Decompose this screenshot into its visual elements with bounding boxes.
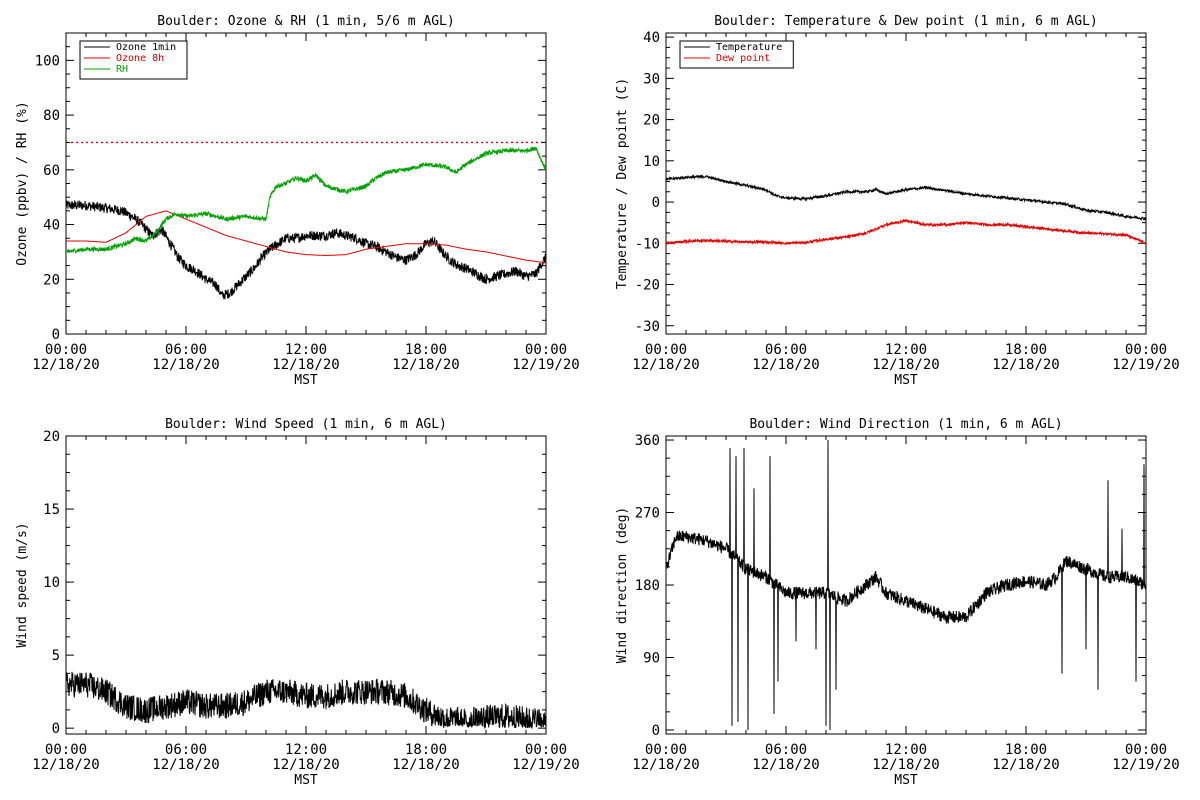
x-tick-label-date: 12/18/20	[632, 757, 699, 773]
y-axis-label: Wind direction (deg)	[615, 507, 630, 664]
y-tick-label: 20	[643, 113, 660, 129]
chart-title: Boulder: Wind Speed (1 min, 6 m AGL)	[165, 417, 447, 432]
chart-panel-4: Boulder: Wind Direction (1 min, 6 m AGL)…	[615, 417, 1180, 788]
y-axis-label: Wind speed (m/s)	[15, 522, 30, 647]
legend-label: Ozone 1min	[116, 42, 176, 53]
y-axis-label: Ozone (ppbv) / RH (%)	[15, 101, 30, 265]
y-tick-label: 60	[43, 163, 60, 179]
x-tick-label-time: 06:00	[165, 742, 207, 758]
series-line-2	[666, 218, 1146, 247]
x-tick-label-date: 12/18/20	[272, 757, 339, 773]
x-tick-label-time: 00:00	[45, 342, 87, 358]
x-tick-label-date: 12/18/20	[752, 357, 819, 373]
y-tick-label: -20	[635, 278, 660, 294]
y-tick-label: 10	[43, 575, 60, 591]
series-line-3	[66, 146, 546, 254]
legend-label: Temperature	[716, 42, 782, 53]
x-tick-label-time: 00:00	[645, 342, 687, 358]
legend-label: Dew point	[716, 53, 770, 64]
x-tick-label-time: 00:00	[525, 742, 567, 758]
y-tick-label: 5	[52, 648, 60, 664]
y-tick-label: 40	[43, 218, 60, 234]
legend-label: RH	[116, 64, 128, 75]
y-axis-label: Temperature / Dew point (C)	[615, 78, 630, 289]
series-line-2	[66, 210, 546, 264]
y-tick-label: 270	[635, 506, 660, 522]
x-tick-label-time: 00:00	[645, 742, 687, 758]
series-line-1	[666, 439, 1146, 731]
x-tick-label-time: 18:00	[1005, 342, 1047, 358]
x-tick-label-time: 18:00	[1005, 742, 1047, 758]
x-tick-label-date: 12/19/20	[1112, 357, 1179, 373]
x-tick-label-time: 06:00	[765, 342, 807, 358]
x-tick-label-date: 12/18/20	[632, 357, 699, 373]
x-tick-label-date: 12/19/20	[1112, 757, 1179, 773]
y-tick-label: 0	[52, 327, 60, 343]
y-tick-label: -10	[635, 236, 660, 252]
x-tick-label-time: 00:00	[1125, 342, 1167, 358]
x-tick-label-time: 12:00	[885, 342, 927, 358]
y-tick-label: 360	[635, 433, 660, 449]
y-tick-label: 0	[652, 195, 660, 211]
x-axis-label: MST	[894, 373, 918, 388]
x-tick-label-time: 18:00	[405, 342, 447, 358]
y-tick-label: 0	[652, 723, 660, 739]
x-tick-label-time: 06:00	[165, 342, 207, 358]
y-tick-label: 40	[643, 30, 660, 46]
x-tick-label-time: 06:00	[765, 742, 807, 758]
x-axis-label: MST	[294, 373, 318, 388]
x-tick-label-date: 12/18/20	[872, 357, 939, 373]
y-tick-label: 90	[643, 650, 660, 666]
legend-box	[679, 40, 794, 69]
x-tick-label-time: 12:00	[885, 742, 927, 758]
series-line-1	[666, 174, 1146, 222]
x-axis-label: MST	[294, 773, 318, 788]
chart-title: Boulder: Wind Direction (1 min, 6 m AGL)	[749, 417, 1062, 432]
y-tick-label: 180	[635, 578, 660, 594]
x-tick-label-date: 12/18/20	[272, 357, 339, 373]
x-tick-label-time: 12:00	[285, 742, 327, 758]
chart-panel-1: Boulder: Ozone & RH (1 min, 5/6 m AGL) 0 2…	[15, 14, 580, 388]
y-tick-label: 80	[43, 108, 60, 124]
y-tick-label: 100	[35, 53, 60, 69]
y-tick-label: -30	[635, 319, 660, 335]
x-tick-label-time: 00:00	[1125, 742, 1167, 758]
x-tick-label-date: 12/18/20	[392, 357, 459, 373]
y-tick-label: 20	[43, 272, 60, 288]
series-line-1	[66, 671, 546, 729]
y-tick-label: 15	[43, 502, 60, 518]
x-axis-label: MST	[894, 773, 918, 788]
x-tick-label-date: 12/18/20	[32, 357, 99, 373]
x-tick-label-date: 12/18/20	[992, 357, 1059, 373]
series-line-1	[66, 199, 546, 300]
legend-label: Ozone 8h	[116, 53, 164, 64]
y-tick-label: 30	[643, 71, 660, 87]
x-tick-label-date: 12/18/20	[752, 757, 819, 773]
x-tick-label-time: 00:00	[525, 342, 567, 358]
x-tick-label-date: 12/18/20	[392, 757, 459, 773]
y-tick-label: 20	[43, 429, 60, 445]
x-tick-label-date: 12/18/20	[152, 357, 219, 373]
x-tick-label-time: 00:00	[45, 742, 87, 758]
chart-title: Boulder: Temperature & Dew point (1 min,…	[714, 14, 1098, 29]
y-tick-label: 10	[643, 154, 660, 170]
x-tick-label-date: 12/19/20	[512, 357, 579, 373]
x-tick-label-date: 12/18/20	[32, 757, 99, 773]
x-tick-label-date: 12/18/20	[152, 757, 219, 773]
y-tick-label: 0	[52, 721, 60, 737]
chart-panel-2: Boulder: Temperature & Dew point (1 min,…	[615, 14, 1180, 388]
x-tick-label-date: 12/18/20	[992, 757, 1059, 773]
x-tick-label-date: 12/18/20	[872, 757, 939, 773]
x-tick-label-date: 12/19/20	[512, 757, 579, 773]
x-tick-label-time: 18:00	[405, 742, 447, 758]
chart-title: Boulder: Ozone & RH (1 min, 5/6 m AGL)	[157, 14, 454, 29]
chart-panel-3: Boulder: Wind Speed (1 min, 6 m AGL) 0 5 10…	[15, 417, 580, 788]
x-tick-label-time: 12:00	[285, 342, 327, 358]
